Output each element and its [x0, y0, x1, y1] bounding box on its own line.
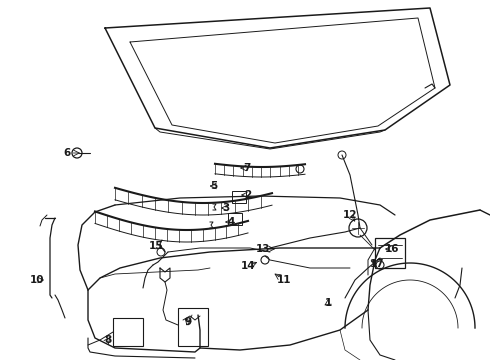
- Text: 1: 1: [324, 298, 332, 308]
- Text: 13: 13: [256, 244, 270, 254]
- Text: 6: 6: [63, 148, 71, 158]
- Text: 16: 16: [385, 244, 399, 254]
- Text: 12: 12: [343, 210, 357, 220]
- Text: 5: 5: [210, 181, 218, 191]
- Text: 11: 11: [277, 275, 291, 285]
- Text: 14: 14: [241, 261, 255, 271]
- Text: 8: 8: [104, 335, 112, 345]
- Text: 9: 9: [184, 317, 192, 327]
- Bar: [113, 318, 143, 346]
- Text: 10: 10: [30, 275, 44, 285]
- Bar: [375, 238, 405, 268]
- Text: 4: 4: [227, 217, 235, 227]
- Text: 15: 15: [149, 241, 163, 251]
- Bar: [178, 308, 208, 346]
- Text: 7: 7: [244, 163, 251, 173]
- Text: 2: 2: [245, 190, 252, 200]
- Text: 3: 3: [222, 203, 230, 213]
- Text: 17: 17: [369, 259, 384, 269]
